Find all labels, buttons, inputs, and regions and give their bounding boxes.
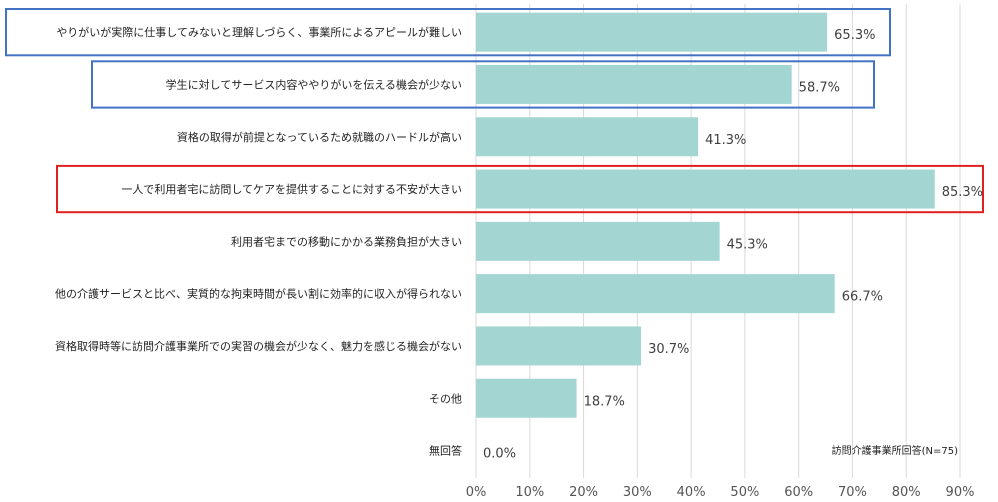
x-axis-ticks: 0% 10% 20% 30% 40% 50% 60% 70% 80% 90% (466, 485, 975, 500)
highlight-box (56, 164, 984, 214)
value-label: 65.3% (834, 28, 875, 43)
bar (476, 221, 720, 261)
category-label: その他 (429, 392, 462, 405)
bar (476, 326, 642, 366)
value-label: 41.3% (705, 133, 746, 148)
x-tick-label: 70% (838, 485, 867, 500)
x-tick-label: 50% (730, 485, 759, 500)
x-tick-label: 20% (569, 485, 598, 500)
category-label: 一人で利用者宅に訪問してケアを提供することに対する不安が大きい (121, 182, 462, 196)
category-label: 資格取得時等に訪問介護事業所での実習の機会が少なく、魅力を感じる機会がない (55, 339, 462, 353)
value-label: 58.7% (799, 80, 840, 95)
bar (476, 117, 699, 157)
value-label: 66.7% (842, 290, 883, 305)
highlight-boxes (5, 8, 984, 214)
x-tick-label: 30% (623, 485, 652, 500)
category-label: 他の介護サービスと比べ、実質的な拘束時間が長い割に効率的に収入が得られない (55, 287, 462, 301)
value-label: 85.3% (942, 185, 983, 200)
category-label: 無回答 (429, 444, 462, 458)
category-label: 学生に対してサービス内容ややりがいを伝える機会が少ない (166, 77, 462, 91)
category-labels: やりがいが実際に仕事してみないと理解しづらく、事業所によるアピールが難しい学生に… (55, 25, 462, 457)
x-tick-label: 10% (515, 485, 544, 500)
x-tick-label: 80% (892, 485, 921, 500)
x-tick-label: 0% (466, 485, 487, 500)
highlight-box (91, 60, 875, 109)
bar (476, 64, 792, 104)
category-label: 利用者宅までの移動にかかる業務負担が大きい (231, 234, 462, 248)
value-labels: 65.3% 58.7% 41.3% 85.3% 45.3% 66.7% 30.7% 18.7%… (483, 28, 983, 461)
value-label: 30.7% (648, 342, 689, 357)
bar (476, 169, 935, 209)
category-label: やりがいが実際に仕事してみないと理解しづらく、事業所によるアピールが難しい (56, 25, 462, 39)
x-tick-label: 60% (784, 485, 813, 500)
x-tick-label: 40% (677, 485, 706, 500)
highlight-box (5, 8, 891, 57)
value-label: 18.7% (584, 394, 625, 409)
x-tick-label: 90% (946, 485, 975, 500)
value-label: 0.0% (483, 447, 516, 462)
value-label: 45.3% (727, 237, 768, 252)
category-label: 資格の取得が前提となっているため就職のハードルが高い (177, 130, 462, 144)
bar (476, 378, 577, 418)
bar (476, 12, 828, 52)
bar (476, 274, 835, 314)
sample-note: 訪問介護事業所回答(N=75) (832, 444, 958, 457)
bars (476, 12, 935, 418)
